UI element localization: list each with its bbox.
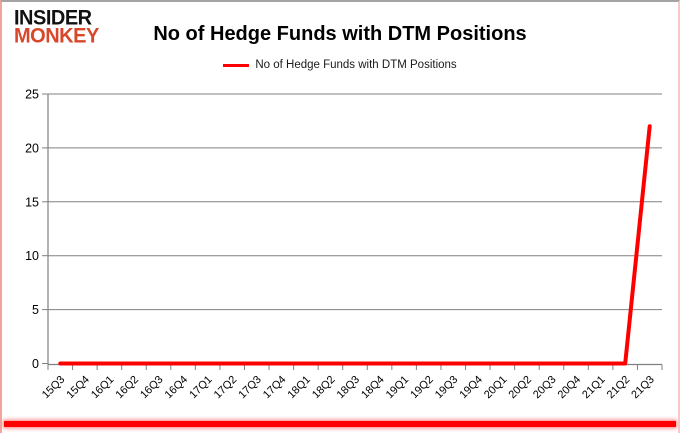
x-axis-label: 19Q3 bbox=[433, 374, 461, 402]
y-axis-label: 15 bbox=[25, 195, 39, 209]
x-axis-label: 18Q3 bbox=[335, 374, 363, 402]
bottom-red-border bbox=[4, 421, 676, 427]
logo-line-insider: INSIDER bbox=[14, 6, 92, 30]
x-axis-label: 19Q1 bbox=[384, 374, 412, 402]
x-axis-label: 15Q4 bbox=[64, 374, 92, 402]
x-axis-label: 20Q3 bbox=[531, 374, 559, 402]
x-axis-label: 19Q4 bbox=[457, 374, 485, 402]
x-axis-label: 18Q2 bbox=[310, 374, 338, 402]
x-axis-label: 16Q3 bbox=[138, 374, 166, 402]
x-axis-label: 17Q1 bbox=[187, 374, 215, 402]
x-axis-label: 16Q4 bbox=[163, 374, 191, 402]
chart-title: No of Hedge Funds with DTM Positions bbox=[153, 23, 527, 45]
y-axis-label: 10 bbox=[25, 249, 39, 263]
x-axis-label: 17Q2 bbox=[212, 374, 240, 402]
x-axis-label: 18Q4 bbox=[359, 374, 387, 402]
x-axis-label: 17Q4 bbox=[261, 374, 289, 402]
x-axis-label: 15Q3 bbox=[40, 374, 68, 402]
x-axis-label: 21Q3 bbox=[629, 374, 657, 402]
x-axis-label: 18Q1 bbox=[285, 374, 313, 402]
y-axis-label: 25 bbox=[25, 88, 39, 102]
x-axis-label: 21Q1 bbox=[580, 374, 608, 402]
x-axis-label: 20Q1 bbox=[482, 374, 510, 402]
x-axis-label: 19Q2 bbox=[408, 374, 436, 402]
x-axis-label: 17Q3 bbox=[236, 374, 264, 402]
x-axis-label: 21Q2 bbox=[605, 374, 633, 402]
x-axis-label: 16Q2 bbox=[114, 374, 142, 402]
y-axis-label: 5 bbox=[32, 303, 39, 317]
legend-label: No of Hedge Funds with DTM Positions bbox=[255, 59, 457, 71]
x-axis-label: 16Q1 bbox=[89, 374, 117, 402]
y-axis-label: 20 bbox=[25, 141, 39, 155]
y-axis-label: 0 bbox=[32, 357, 39, 371]
legend-line-sample bbox=[223, 63, 250, 67]
insider-monkey-logo: INSIDER MONKEY bbox=[14, 6, 99, 48]
logo-line-monkey: MONKEY bbox=[14, 24, 99, 48]
x-axis-label: 20Q4 bbox=[556, 374, 584, 402]
data-line bbox=[58, 124, 652, 366]
legend: No of Hedge Funds with DTM Positions bbox=[2, 59, 678, 71]
x-axis-label: 20Q2 bbox=[507, 374, 535, 402]
